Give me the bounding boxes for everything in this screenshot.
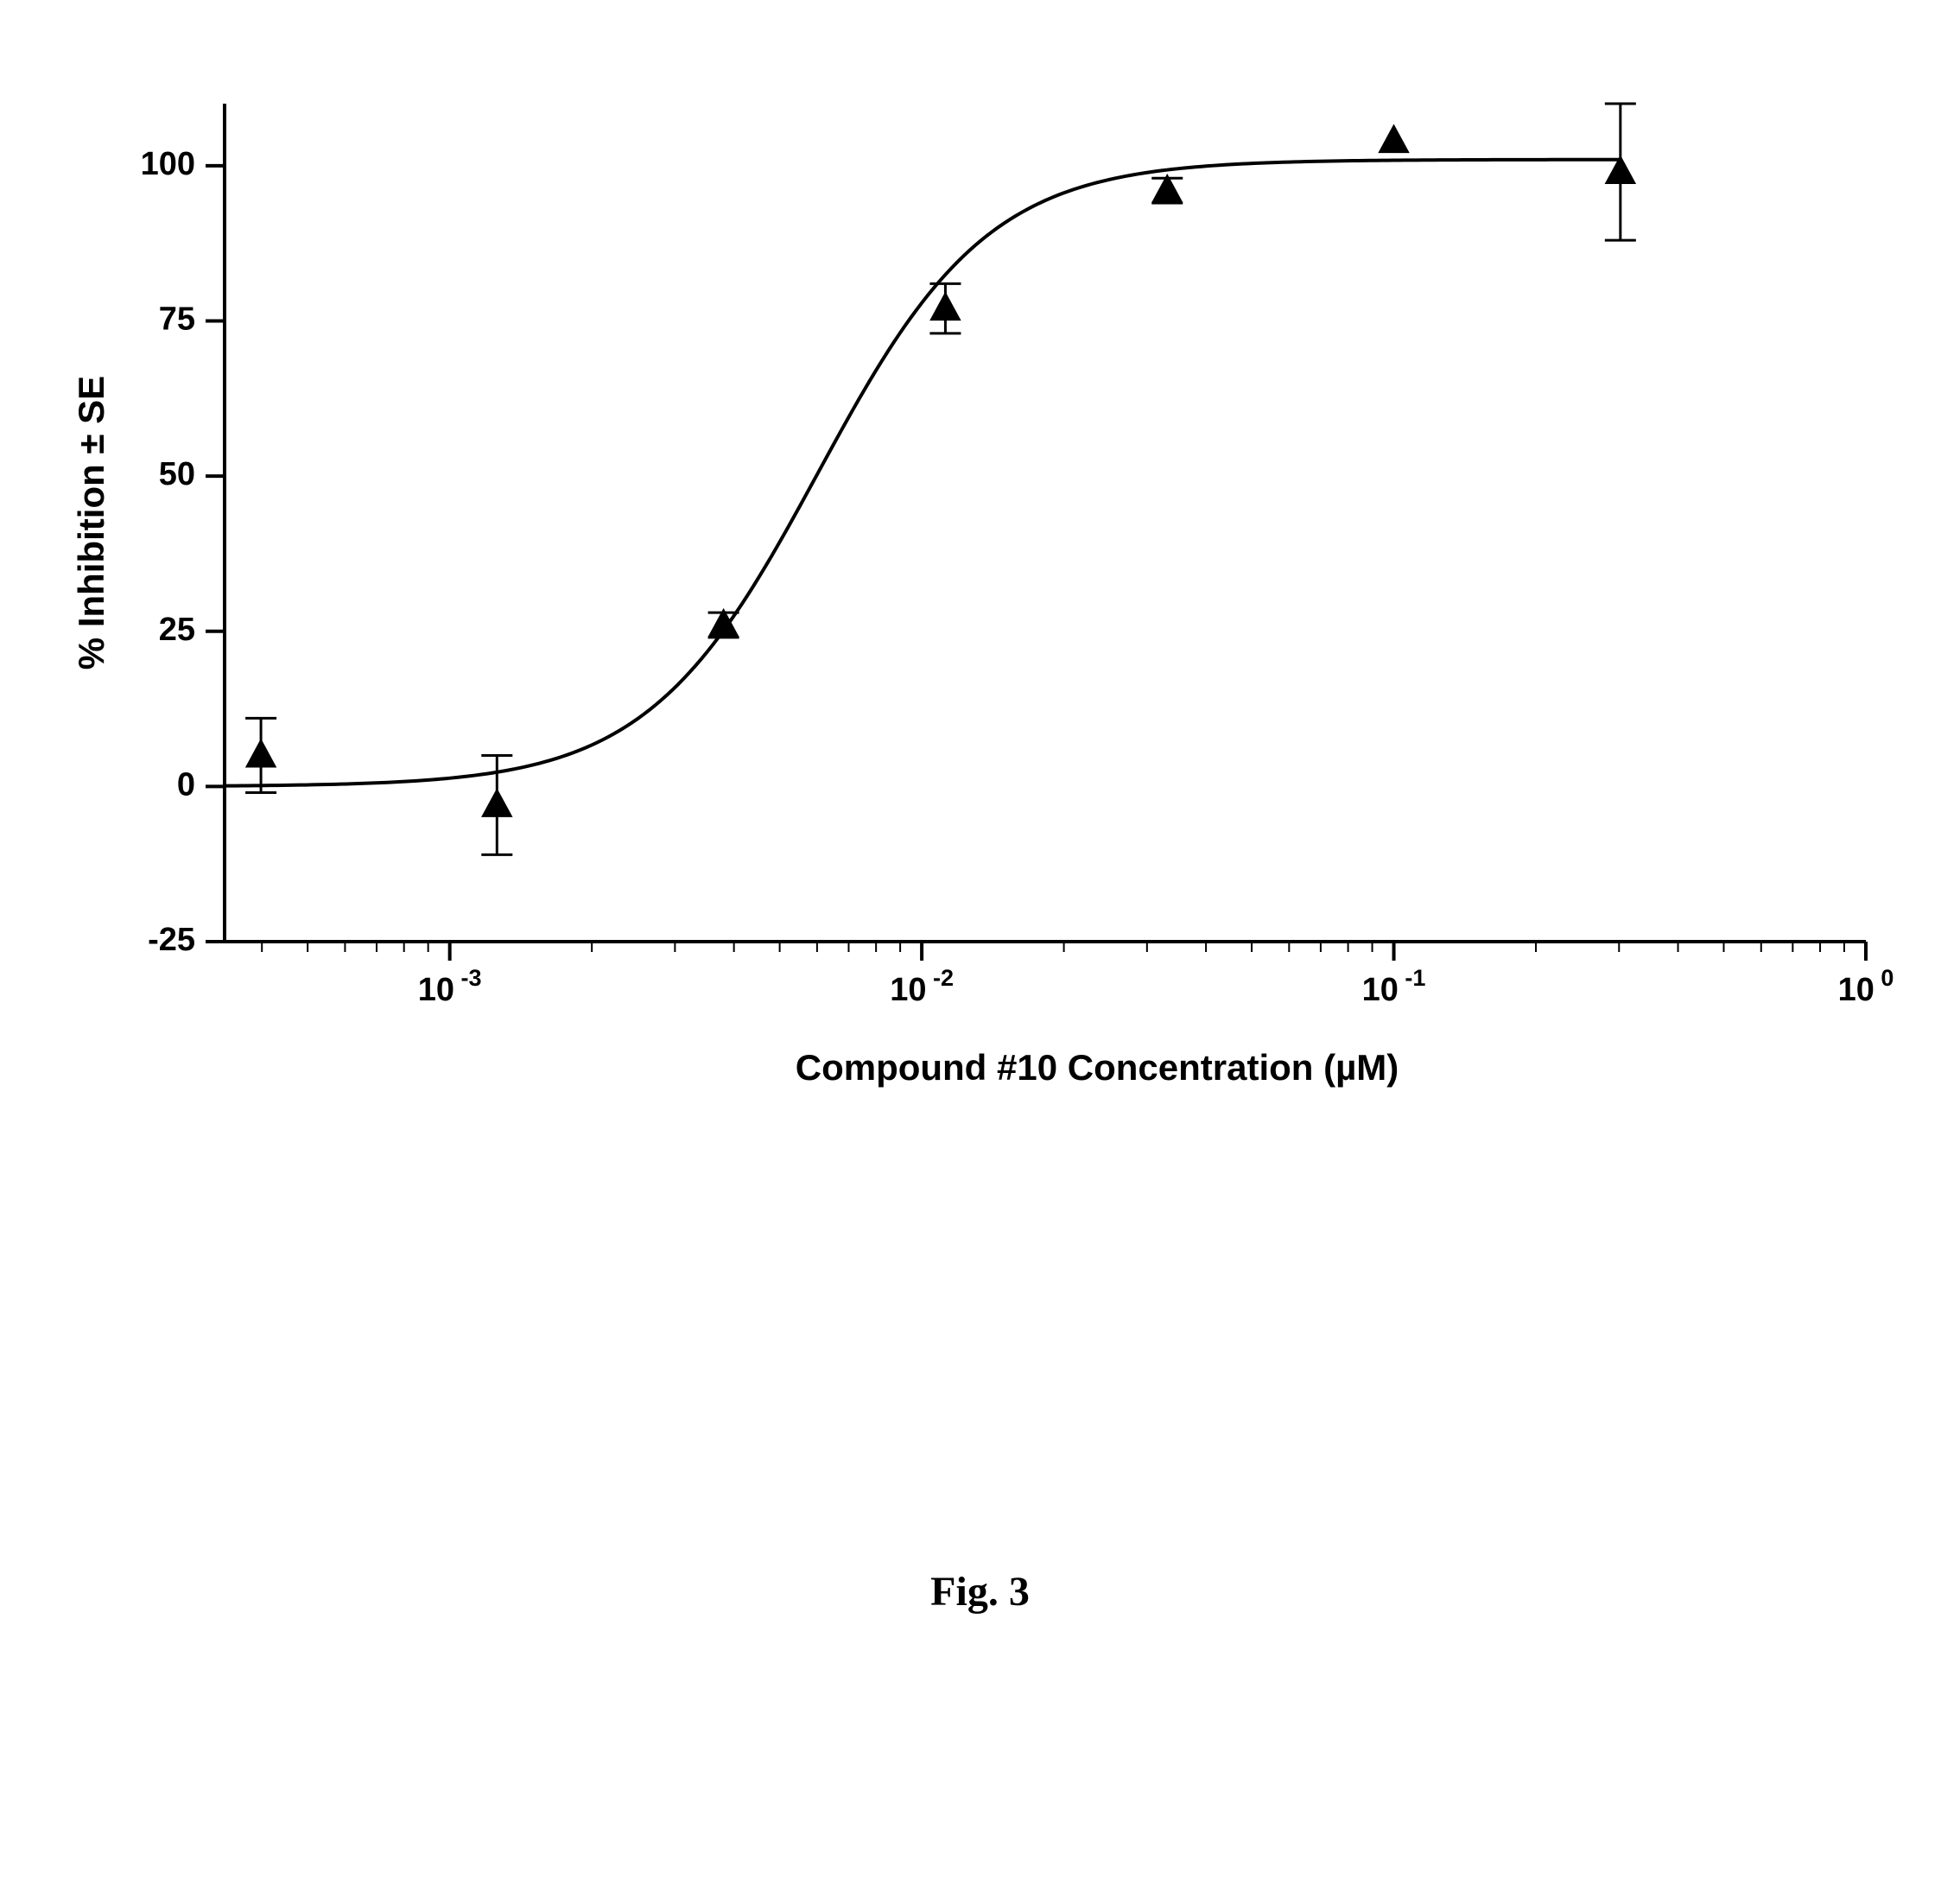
x-axis-label: Compound #10 Concentration (µM) [796,1047,1399,1088]
y-tick-label: 50 [159,456,195,492]
x-tick-label: 10 -2 [890,965,954,1008]
data-marker [482,789,512,816]
y-tick-label: 0 [177,766,195,803]
y-tick-label: 75 [159,301,195,338]
fit-curve [225,160,1621,786]
y-tick-label: 25 [159,612,195,648]
data-marker [1379,125,1409,153]
data-marker [930,293,961,321]
x-tick-label: 10 -1 [1362,965,1426,1008]
data-marker [246,739,276,767]
y-tick-label: -25 [148,922,195,958]
y-tick-label: 100 [141,146,195,182]
x-tick-label: 10 0 [1838,965,1894,1008]
page-root: -25 0 25 50 75 100 10 -3 10 -2 10 -1 10 0 % Inhibi… [0,0,1960,1885]
y-axis-label: % Inhibition ± SE [71,376,111,670]
x-tick-label: 10 -3 [418,965,482,1008]
figure-caption: Fig. 3 [0,1568,1960,1615]
dose-response-chart: -25 0 25 50 75 100 10 -3 10 -2 10 -1 10 0 % Inhibi… [0,0,1960,1469]
